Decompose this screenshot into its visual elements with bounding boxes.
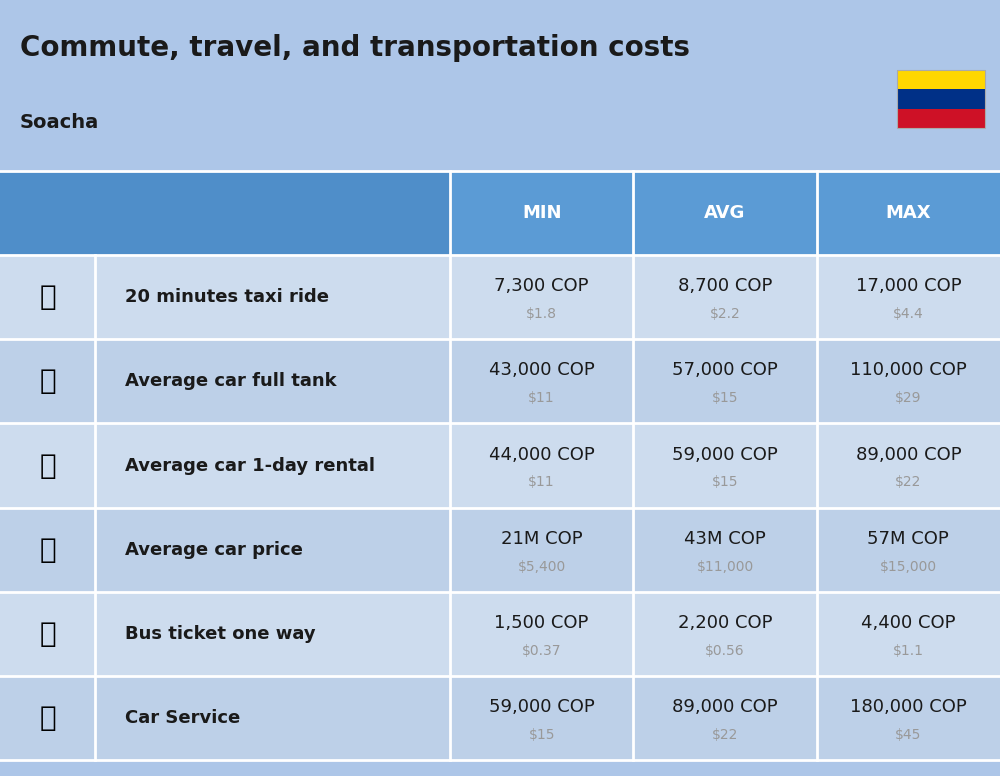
Text: $5,400: $5,400 <box>518 559 566 573</box>
Text: 20 minutes taxi ride: 20 minutes taxi ride <box>125 288 329 306</box>
Text: $11: $11 <box>528 391 555 405</box>
Text: Commute, travel, and transportation costs: Commute, travel, and transportation cost… <box>20 34 690 62</box>
FancyBboxPatch shape <box>0 676 1000 760</box>
Text: Car Service: Car Service <box>125 709 240 727</box>
Text: AVG: AVG <box>704 204 746 222</box>
Text: 🚌: 🚌 <box>39 620 56 648</box>
Text: $2.2: $2.2 <box>710 307 740 321</box>
Text: $4.4: $4.4 <box>893 307 924 321</box>
Text: $15: $15 <box>712 476 738 490</box>
FancyBboxPatch shape <box>0 255 1000 339</box>
Text: 1,500 COP: 1,500 COP <box>494 614 589 632</box>
Text: 2,200 COP: 2,200 COP <box>678 614 772 632</box>
Text: $15: $15 <box>528 728 555 742</box>
Text: $11,000: $11,000 <box>696 559 754 573</box>
Text: $0.37: $0.37 <box>522 644 561 658</box>
Text: $29: $29 <box>895 391 922 405</box>
Text: Soacha: Soacha <box>20 113 99 133</box>
Text: $1.1: $1.1 <box>893 644 924 658</box>
FancyBboxPatch shape <box>0 171 1000 255</box>
FancyBboxPatch shape <box>0 424 1000 508</box>
FancyBboxPatch shape <box>897 109 985 128</box>
Text: 59,000 COP: 59,000 COP <box>489 698 595 716</box>
Text: 43M COP: 43M COP <box>684 530 766 548</box>
Text: 59,000 COP: 59,000 COP <box>672 445 778 463</box>
Text: 180,000 COP: 180,000 COP <box>850 698 967 716</box>
Text: $15,000: $15,000 <box>880 559 937 573</box>
Text: $0.56: $0.56 <box>705 644 745 658</box>
Text: $11: $11 <box>528 476 555 490</box>
Text: 🔧: 🔧 <box>39 705 56 733</box>
Text: $22: $22 <box>895 476 922 490</box>
Text: 🚙: 🚙 <box>39 452 56 480</box>
Text: 89,000 COP: 89,000 COP <box>856 445 961 463</box>
Text: 89,000 COP: 89,000 COP <box>672 698 778 716</box>
Text: 4,400 COP: 4,400 COP <box>861 614 956 632</box>
FancyBboxPatch shape <box>0 592 1000 676</box>
Text: 🚖: 🚖 <box>39 283 56 311</box>
FancyBboxPatch shape <box>0 171 450 255</box>
Text: 21M COP: 21M COP <box>501 530 582 548</box>
Text: $15: $15 <box>712 391 738 405</box>
FancyBboxPatch shape <box>0 339 1000 424</box>
Text: Average car 1-day rental: Average car 1-day rental <box>125 456 375 475</box>
FancyBboxPatch shape <box>0 508 1000 592</box>
Text: MIN: MIN <box>522 204 561 222</box>
Text: Average car price: Average car price <box>125 541 303 559</box>
Text: $22: $22 <box>712 728 738 742</box>
Text: 🚗: 🚗 <box>39 536 56 564</box>
Text: 43,000 COP: 43,000 COP <box>489 362 595 379</box>
Text: 8,700 COP: 8,700 COP <box>678 277 772 295</box>
Text: 7,300 COP: 7,300 COP <box>494 277 589 295</box>
Text: Average car full tank: Average car full tank <box>125 372 337 390</box>
Text: ⛽: ⛽ <box>39 367 56 395</box>
Text: Bus ticket one way: Bus ticket one way <box>125 625 316 643</box>
Text: MAX: MAX <box>886 204 931 222</box>
Text: $1.8: $1.8 <box>526 307 557 321</box>
Text: 110,000 COP: 110,000 COP <box>850 362 967 379</box>
Text: $45: $45 <box>895 728 922 742</box>
FancyBboxPatch shape <box>897 70 985 89</box>
Text: 57M COP: 57M COP <box>867 530 949 548</box>
Text: 17,000 COP: 17,000 COP <box>856 277 961 295</box>
Text: 57,000 COP: 57,000 COP <box>672 362 778 379</box>
FancyBboxPatch shape <box>897 89 985 109</box>
Text: 44,000 COP: 44,000 COP <box>489 445 595 463</box>
